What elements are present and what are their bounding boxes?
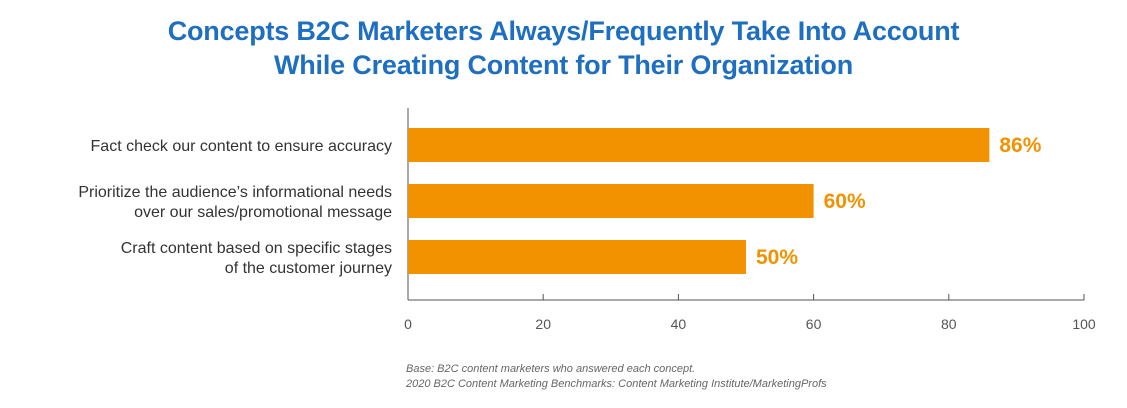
category-label-2-line-0: Craft content based on specific stages — [121, 240, 392, 257]
category-label-1-line-0: Prioritize the audience’s informational … — [78, 184, 392, 201]
x-tick-label-80: 80 — [941, 316, 957, 332]
chart-title-line-1: Concepts B2C Marketers Always/Frequently… — [167, 16, 960, 46]
category-label-0-line-0: Fact check our content to ensure accurac… — [91, 138, 392, 155]
bar-1 — [408, 184, 814, 218]
x-tick-label-100: 100 — [1072, 316, 1096, 332]
x-tick-label-60: 60 — [806, 316, 822, 332]
value-label-0: 86% — [999, 134, 1041, 157]
bar-2 — [408, 240, 746, 274]
x-tick-label-20: 20 — [535, 316, 551, 332]
value-label-1: 60% — [824, 190, 866, 213]
value-label-2: 50% — [756, 246, 798, 269]
footnote-source: 2020 B2C Content Marketing Benchmarks: C… — [406, 378, 827, 390]
chart-title-line-2: While Creating Content for Their Organiz… — [273, 50, 853, 80]
x-tick-label-0: 0 — [404, 316, 412, 332]
category-label-1-line-1: over our sales/promotional message — [134, 204, 392, 221]
x-tick-label-40: 40 — [671, 316, 687, 332]
category-label-2-line-1: of the customer journey — [225, 260, 392, 277]
chart-title: Concepts B2C Marketers Always/Frequently… — [0, 14, 1127, 82]
bar-0 — [408, 128, 990, 162]
footnote-base: Base: B2C content marketers who answered… — [406, 363, 696, 375]
